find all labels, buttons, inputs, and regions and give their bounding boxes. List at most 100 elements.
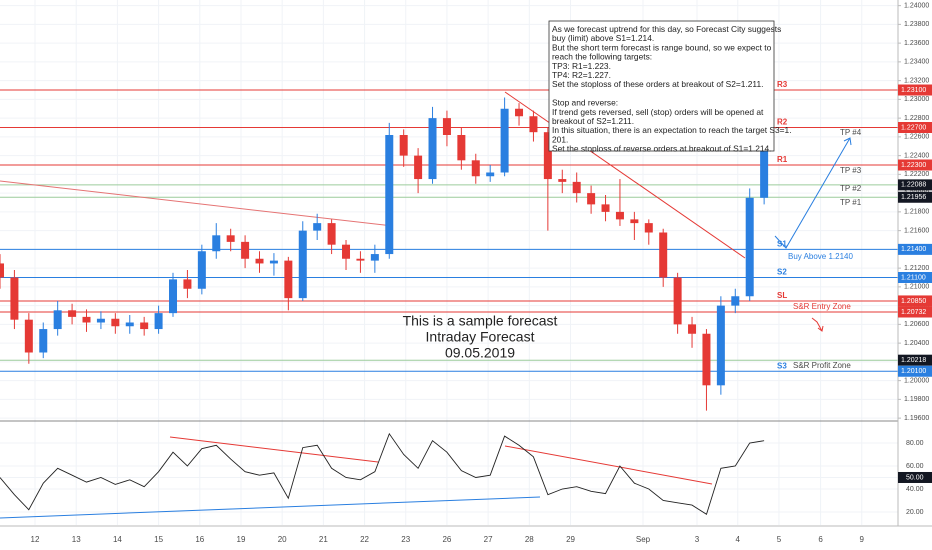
arrow-head xyxy=(817,325,824,332)
level-tag-label: 1.22300 xyxy=(901,162,926,169)
candle-body xyxy=(630,219,639,224)
x-tick-label: 29 xyxy=(566,535,575,544)
level-tag xyxy=(898,191,932,203)
level-tag xyxy=(898,179,932,191)
note-line: reach the following targets: xyxy=(552,52,652,62)
y-tick-label: 1.22600 xyxy=(904,134,929,141)
annotation: TP #3 xyxy=(840,166,862,175)
axes: 1.196001.198001.200001.202001.204001.206… xyxy=(31,2,932,544)
candles xyxy=(0,97,769,411)
y-tick-label: 1.20400 xyxy=(904,340,929,347)
annotation: TP #2 xyxy=(840,184,862,193)
level-tag-label: 1.20218 xyxy=(901,357,926,364)
rsi xyxy=(0,432,765,515)
rsi-trendline xyxy=(504,445,713,485)
level-tag xyxy=(898,306,932,318)
candle-body xyxy=(197,251,206,289)
annotation: S&R Entry Zone xyxy=(793,302,851,311)
level-name: SL xyxy=(777,291,787,300)
note-box xyxy=(548,20,775,152)
x-tick-label: 9 xyxy=(860,535,865,544)
y-tick-label: 1.22800 xyxy=(904,115,929,122)
annotation: TP #4 xyxy=(840,128,862,137)
candle-body xyxy=(644,223,653,233)
candle-body xyxy=(356,258,365,261)
level-tag-label: 1.23100 xyxy=(901,87,926,94)
level-annotations: TP #4 TP #3 TP #2 TP #1 Buy Above 1.2140… xyxy=(788,128,862,370)
y-tick-label: 1.23400 xyxy=(904,59,929,66)
y-tick-label: 1.22200 xyxy=(904,171,929,178)
rsi-line xyxy=(0,432,765,515)
candle-body xyxy=(313,223,322,231)
note-line: buy (limit) above S1=1.214. xyxy=(552,33,654,43)
candle-body xyxy=(212,235,221,252)
candle-body xyxy=(284,260,293,299)
candle-body xyxy=(428,118,437,180)
note-line: Set the stoploss of these orders at brea… xyxy=(552,79,763,89)
level-name: S2 xyxy=(777,268,787,277)
rsi-trendline xyxy=(0,496,541,519)
candle-body xyxy=(399,135,408,156)
level-tag-label: 1.21100 xyxy=(901,274,926,281)
watermark-line: Intraday Forecast xyxy=(426,329,535,345)
level-name: R1 xyxy=(777,155,788,164)
candle-body xyxy=(572,181,581,194)
watermark: This is a sample forecast Intraday Forec… xyxy=(403,313,558,361)
candle-body xyxy=(515,108,524,117)
x-tick-label: 23 xyxy=(401,535,410,544)
x-tick-label: 28 xyxy=(525,535,534,544)
note-line: TP3: R1=1.223. xyxy=(552,61,611,71)
candle-body xyxy=(486,172,495,177)
candle-body xyxy=(716,305,725,386)
candle-body xyxy=(587,193,596,205)
x-tick-label: 14 xyxy=(113,535,122,544)
level-tag-label: 1.21400 xyxy=(901,246,926,253)
trendline xyxy=(0,180,394,227)
watermark-line: This is a sample forecast xyxy=(403,313,558,329)
y-tick-label: 1.20600 xyxy=(904,321,929,328)
candle-body xyxy=(370,254,379,261)
note-line: As we forecast uptrend for this day, so … xyxy=(552,24,781,34)
level-tag xyxy=(898,354,932,366)
candle-body xyxy=(442,118,451,135)
level-name: S3 xyxy=(777,361,787,370)
forecast-arrow xyxy=(774,137,851,249)
note-line: TP4: R2=1.227. xyxy=(552,70,611,80)
y-tick-label: 1.20000 xyxy=(904,377,929,384)
candle-body xyxy=(140,322,149,330)
candle-body xyxy=(731,296,740,306)
candle-body xyxy=(169,279,178,314)
level-tag xyxy=(898,365,932,377)
y-tick-label: 1.23000 xyxy=(904,96,929,103)
x-tick-label: Sep xyxy=(636,535,651,544)
y-tick-label: 1.24000 xyxy=(904,2,929,9)
rsi-trendline xyxy=(169,436,379,463)
candle-body xyxy=(183,279,192,289)
y-tick-label: 1.19800 xyxy=(904,396,929,403)
y-tick-label: 1.22400 xyxy=(904,152,929,159)
candle-body xyxy=(500,108,509,173)
candle-body xyxy=(125,322,134,327)
candle-body xyxy=(471,160,480,177)
candle-body xyxy=(226,235,235,242)
y-tick-label: 1.21000 xyxy=(904,284,929,291)
candle-body xyxy=(327,223,336,245)
x-tick-label: 5 xyxy=(777,535,782,544)
candle-body xyxy=(10,277,19,320)
candle-body xyxy=(154,313,163,330)
level-tag-label: 1.22088 xyxy=(901,182,926,189)
y2-tick-label: 80.00 xyxy=(906,440,924,447)
sl-arrow xyxy=(811,317,823,332)
rsi-tag xyxy=(898,471,932,483)
candle-body xyxy=(82,316,91,323)
level-tag xyxy=(898,295,932,307)
note-line: If trend gets reversed, sell (stop) orde… xyxy=(552,107,764,117)
y-tick-label: 1.23600 xyxy=(904,40,929,47)
candle-body xyxy=(24,319,33,353)
candle-body xyxy=(255,258,264,264)
y2-tick-label: 60.00 xyxy=(906,463,924,470)
arrow-head xyxy=(843,137,852,146)
y2-tick-label: 40.00 xyxy=(906,486,924,493)
candle-body xyxy=(745,197,754,297)
